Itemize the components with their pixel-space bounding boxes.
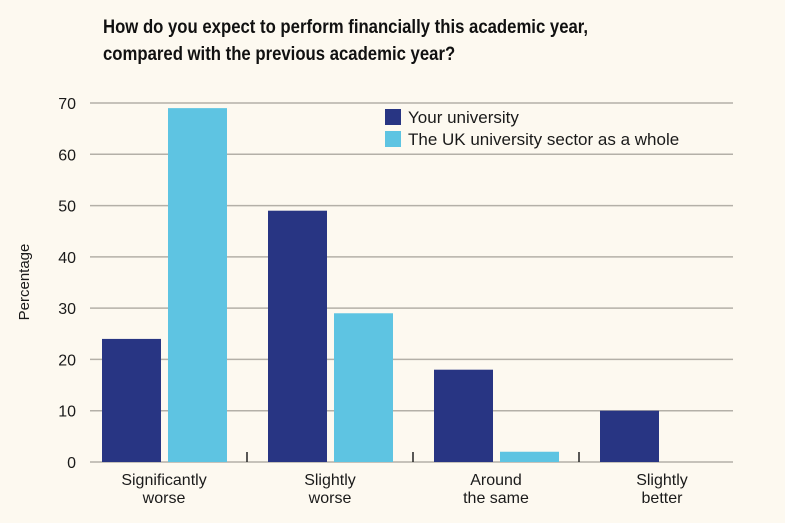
y-tick-label: 60 <box>58 147 76 164</box>
x-tick-label: worse <box>142 490 186 507</box>
y-tick-label: 0 <box>67 455 76 472</box>
bar-your-university <box>600 410 659 462</box>
x-tick-label: worse <box>308 490 352 507</box>
chart-title: How do you expect to perform financially… <box>103 17 589 65</box>
bar-uk-sector <box>334 313 393 462</box>
y-tick-label: 70 <box>58 96 76 113</box>
x-tick-label: Slightly <box>304 472 356 489</box>
x-tick-label: better <box>642 490 684 507</box>
bar-your-university <box>268 210 327 462</box>
x-tick-label: Significantly <box>121 472 206 489</box>
bar-uk-sector <box>168 108 227 462</box>
y-tick-label: 50 <box>58 199 76 216</box>
x-tick-label: Around <box>470 472 522 489</box>
y-tick-label: 10 <box>58 404 76 421</box>
y-tick-label: 30 <box>58 301 76 318</box>
bar-uk-sector <box>500 451 559 462</box>
legend-label: Your university <box>408 108 519 127</box>
y-tick-label: 20 <box>58 352 76 369</box>
x-tick-label: the same <box>463 490 529 507</box>
y-tick-label: 40 <box>58 250 76 267</box>
legend-label: The UK university sector as a whole <box>408 130 679 149</box>
bar-your-university <box>434 369 493 462</box>
bar-your-university <box>102 338 161 462</box>
legend-swatch <box>385 109 401 125</box>
y-axis-label: Percentage <box>16 244 33 321</box>
x-tick-label: Slightly <box>636 472 688 489</box>
legend-swatch <box>385 131 401 147</box>
